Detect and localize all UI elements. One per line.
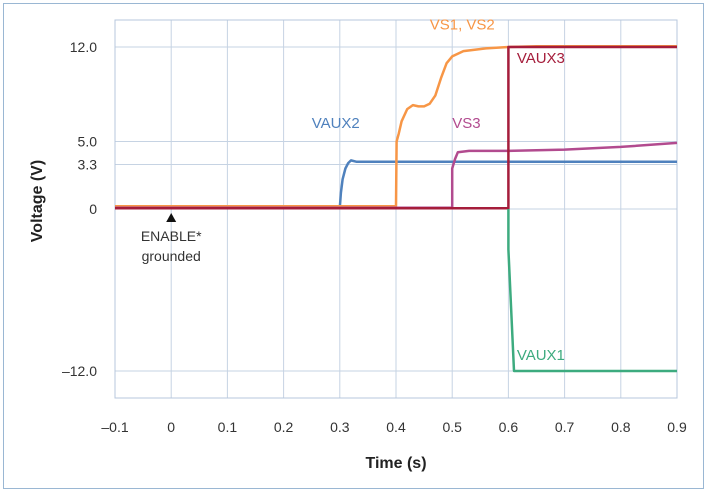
series-line-vaux3: [115, 45, 677, 210]
x-tick-label: 0: [167, 419, 175, 435]
series-line-vs3: [115, 141, 678, 209]
y-tick-label: –12.0: [62, 363, 97, 379]
x-tick-label: –0.1: [101, 419, 128, 435]
x-tick-label: 0.5: [442, 419, 462, 435]
series-label-vs1-vs2: VS1, VS2: [430, 16, 495, 33]
x-tick-label: 0.2: [274, 419, 294, 435]
enable-marker-triangle: [166, 213, 177, 222]
x-tick-label: 0.7: [555, 419, 575, 435]
annotation-grounded: grounded: [142, 248, 201, 264]
x-tick-label: 0.4: [386, 419, 406, 435]
y-axis-title: Voltage (V): [29, 160, 46, 242]
series-label-vs3: VS3: [452, 115, 480, 132]
y-tick-label: 3.3: [78, 156, 98, 172]
x-tick-label: 0.6: [499, 419, 519, 435]
y-tick-label: 5.0: [78, 134, 98, 150]
y-tick-label: 0: [89, 201, 97, 217]
x-tick-label: 0.3: [330, 419, 350, 435]
series-label-vaux1: VAUX1: [517, 347, 565, 364]
series-label-vaux3: VAUX3: [517, 50, 565, 67]
x-tick-label: 0.8: [611, 419, 631, 435]
series-label-vaux2: VAUX2: [312, 115, 360, 132]
y-tick-label: 12.0: [70, 39, 97, 55]
x-axis-title: Time (s): [365, 455, 426, 472]
annotation-enable: ENABLE*: [141, 228, 202, 244]
series-lines: [115, 45, 678, 373]
series-line-vaux1: [507, 209, 677, 373]
series-labels: VAUX2 VS1, VS2 VS3 VAUX3 VAUX1: [312, 16, 565, 364]
x-tick-label: 0.9: [667, 419, 687, 435]
axis-ticks: –0.1 0 0.1 0.2 0.3 0.4 0.5 0.6 0.7 0.8 0.9 12.0 5.0 3…: [62, 39, 687, 435]
chart-frame: [3, 3, 704, 489]
x-tick-label: 0.1: [218, 419, 238, 435]
series-line-vaux2: [115, 159, 677, 209]
